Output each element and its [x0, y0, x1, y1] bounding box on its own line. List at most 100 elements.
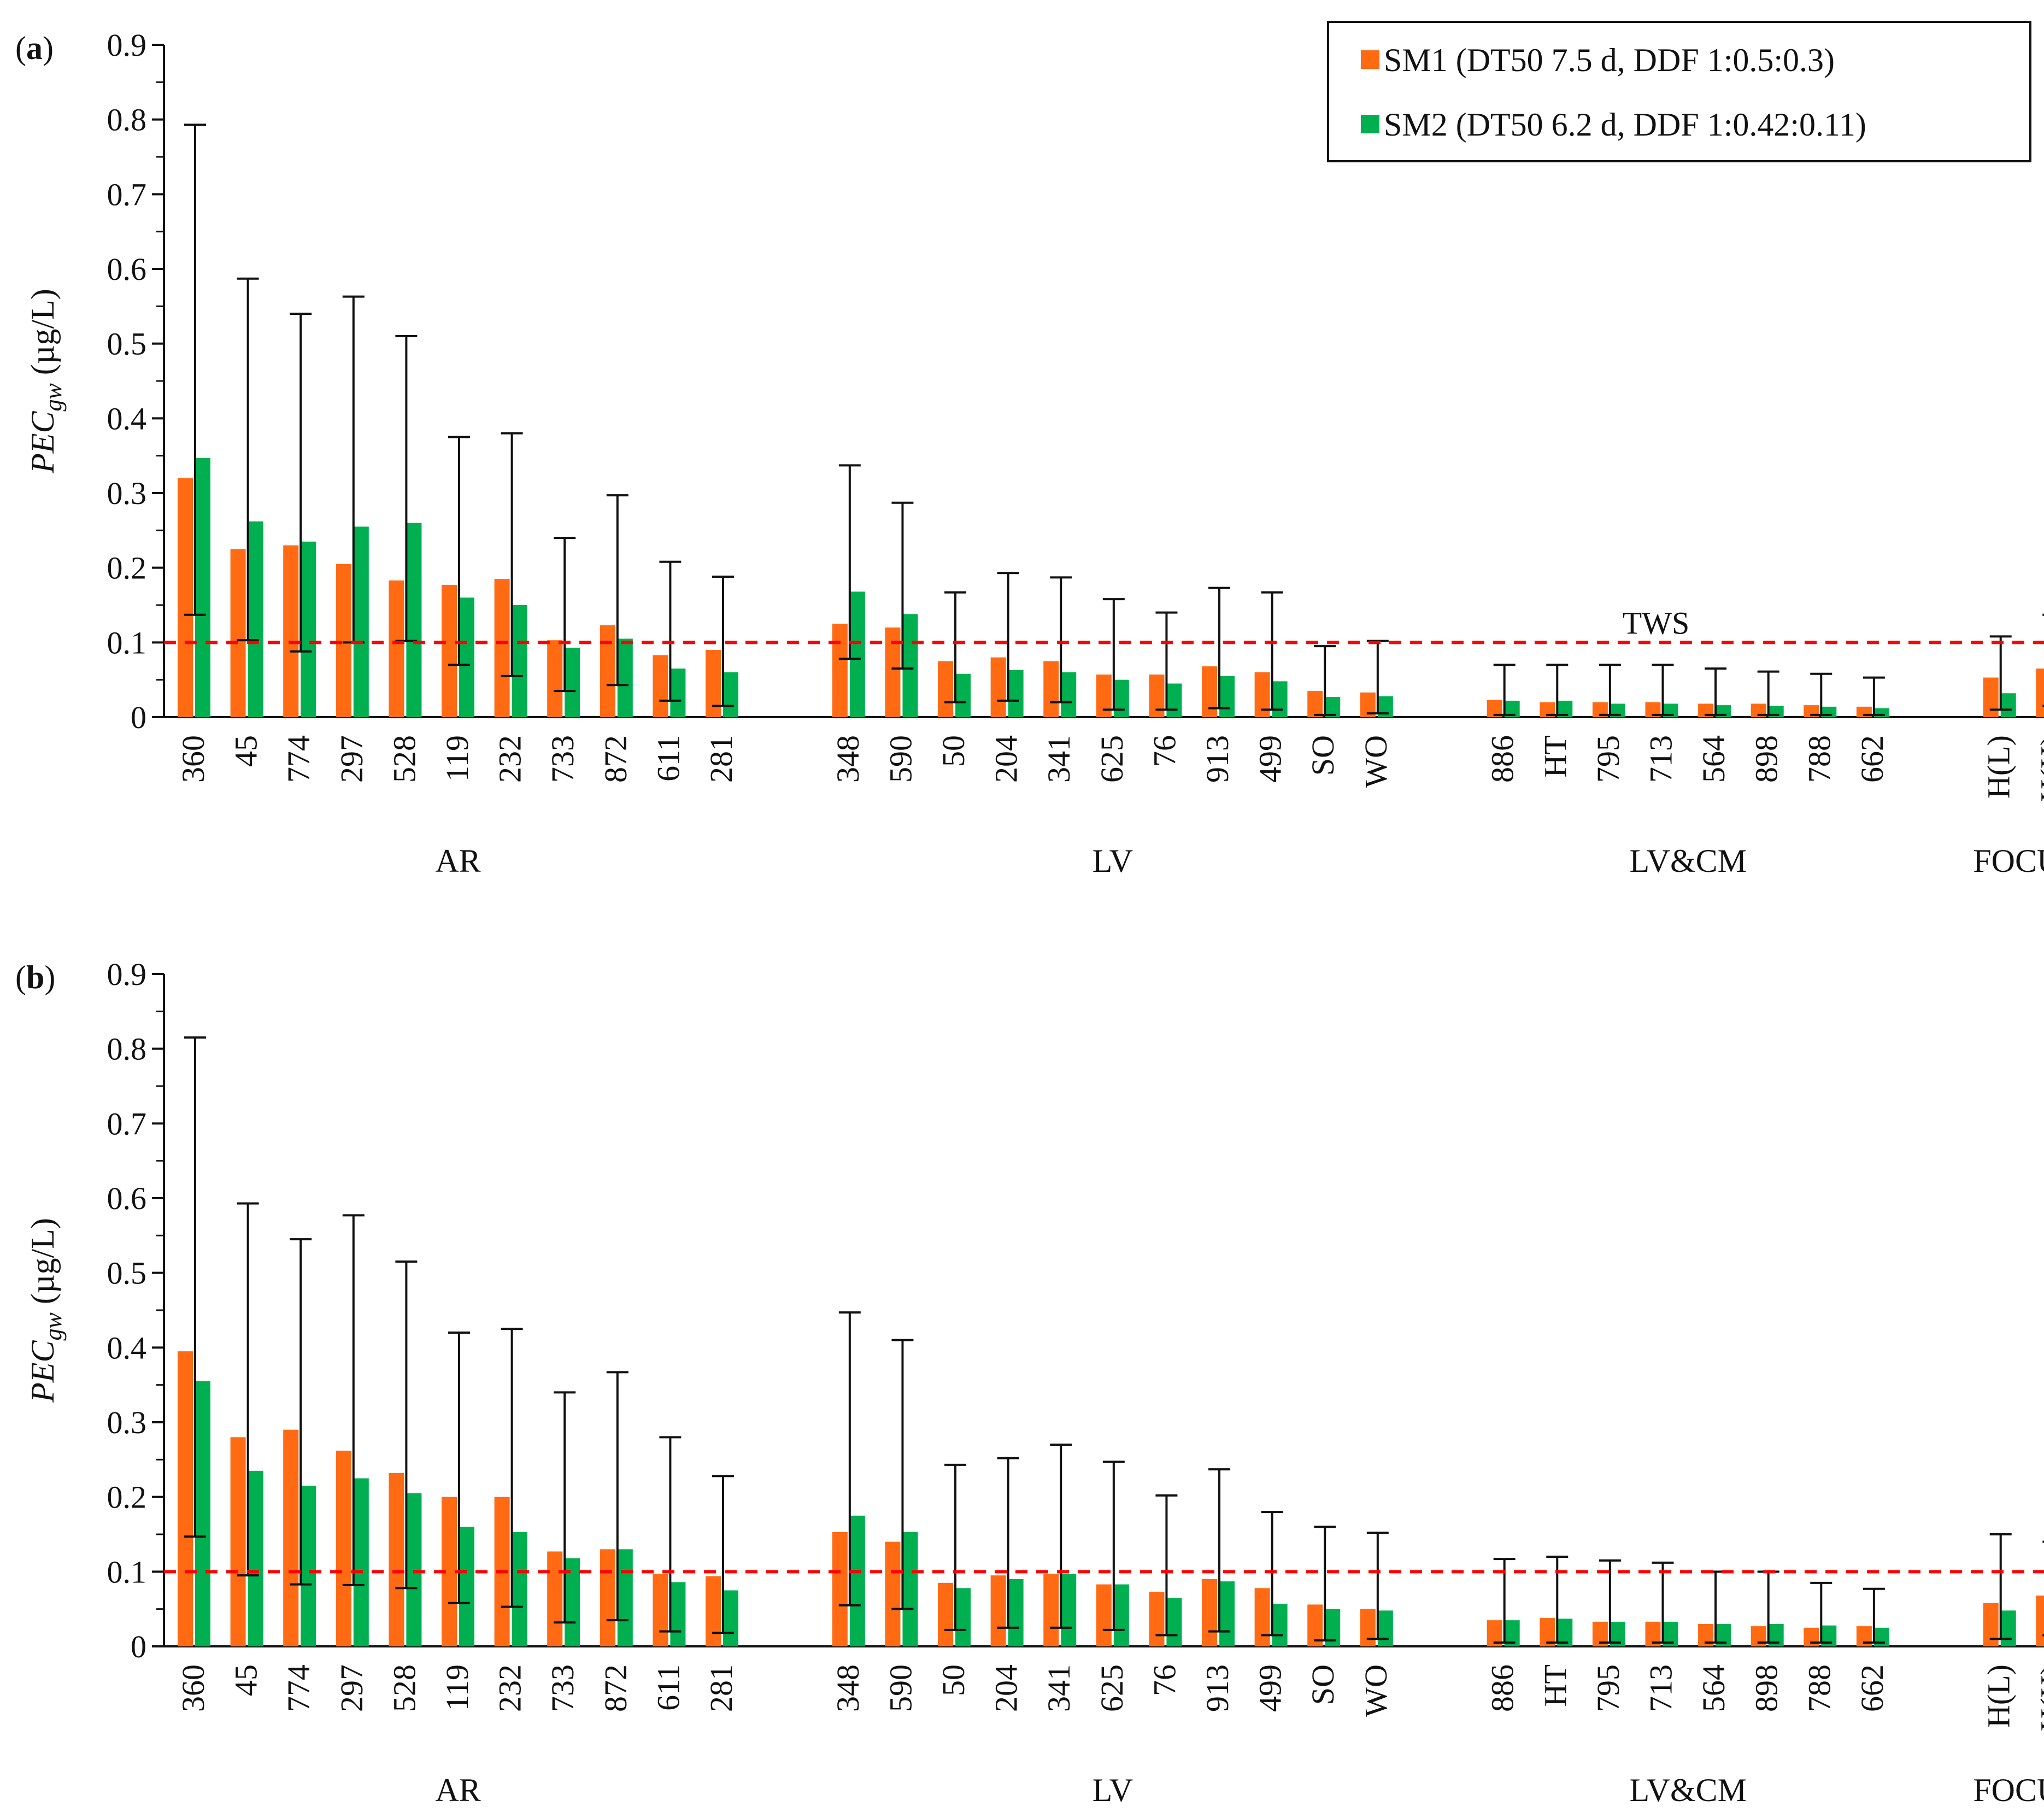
- bar-sm2: [512, 605, 527, 717]
- x-tick-label: 297: [334, 1664, 369, 1712]
- x-tick-label: 499: [1253, 1664, 1288, 1712]
- x-tick-label: 886: [1485, 735, 1520, 783]
- bar-sm2: [670, 1582, 686, 1646]
- bar-sm2: [1325, 697, 1341, 717]
- bar-sm2: [512, 1532, 527, 1646]
- threshold-label: TWS: [1623, 605, 1689, 641]
- bar-sm1: [990, 657, 1006, 717]
- bar-sm1: [885, 1541, 901, 1646]
- x-tick-label: HT: [1537, 735, 1573, 777]
- x-tick-label: 232: [492, 1664, 528, 1712]
- x-tick-label: 788: [1801, 735, 1837, 783]
- bar-sm2: [1113, 1584, 1129, 1646]
- panel-label-letter: a: [26, 30, 43, 66]
- x-tick-label: 795: [1590, 1664, 1626, 1712]
- bar-sm1: [1202, 1579, 1218, 1646]
- bar-sm2: [301, 1486, 316, 1646]
- y-tick-label: 0.2: [107, 1480, 147, 1515]
- x-tick-label: 872: [598, 1664, 633, 1712]
- panel-label-close: ): [43, 30, 54, 66]
- y-tick-label: 0.9: [107, 27, 147, 63]
- x-tick-label: 76: [1147, 1664, 1182, 1696]
- bar-sm2: [902, 1532, 918, 1646]
- y-tick-label: 0.3: [107, 476, 147, 511]
- x-tick-label: 564: [1696, 1664, 1731, 1712]
- x-tick-label: 611: [650, 1664, 686, 1711]
- bar-sm2: [459, 1527, 474, 1646]
- x-tick-label: 281: [703, 735, 739, 783]
- x-tick-label: 733: [545, 735, 580, 783]
- x-tick-label: 774: [281, 735, 316, 783]
- y-axis-label-main: PEC: [25, 1340, 61, 1403]
- bar-sm1: [547, 1551, 563, 1646]
- y-tick-label: 0.5: [107, 1256, 147, 1291]
- x-tick-label: 204: [989, 1664, 1024, 1712]
- group-label: AR: [435, 843, 480, 879]
- y-tick-label: 0.3: [107, 1405, 147, 1440]
- x-tick-label: WO: [1358, 735, 1394, 788]
- bar-sm2: [301, 541, 316, 717]
- y-axis-label: PECgw (µg/L): [25, 289, 67, 474]
- x-tick-label: 713: [1643, 1664, 1678, 1712]
- bar-sm2: [955, 673, 971, 717]
- bar-sm2: [955, 1588, 971, 1646]
- bar-sm1: [389, 1473, 404, 1646]
- panel-label-letter: b: [26, 959, 44, 995]
- y-tick-label: 0.6: [107, 1181, 147, 1216]
- bar-sm2: [849, 1515, 865, 1646]
- x-tick-label: 733: [545, 1664, 580, 1712]
- x-tick-label: 913: [1200, 1664, 1235, 1712]
- bar-sm2: [670, 668, 686, 717]
- group-label: FOCUS: [1973, 843, 2044, 879]
- bar-sm1: [230, 1437, 246, 1646]
- group-label: FOCUS: [1973, 1772, 2044, 1808]
- y-tick-label: 0.1: [107, 1554, 147, 1590]
- bar-sm2: [406, 1493, 422, 1646]
- bar-sm1: [2036, 1596, 2044, 1646]
- bar-sm2: [1219, 1581, 1235, 1646]
- x-tick-label: 795: [1590, 735, 1626, 783]
- bar-sm1: [706, 650, 721, 717]
- bar-sm2: [353, 1478, 369, 1646]
- x-tick-label: 913: [1200, 735, 1235, 783]
- bar-sm2: [617, 1549, 633, 1646]
- bar-sm1: [1202, 666, 1218, 717]
- x-tick-label: 50: [936, 735, 971, 767]
- bar-sm1: [938, 661, 954, 717]
- x-tick-label: 898: [1749, 1664, 1784, 1712]
- x-tick-label: 76: [1147, 735, 1182, 767]
- x-tick-label: 119: [439, 1664, 475, 1711]
- x-tick-label: 119: [439, 735, 475, 782]
- bar-sm2: [1008, 1579, 1024, 1646]
- x-tick-label: 625: [1094, 735, 1130, 783]
- y-axis-label-sub: gw: [40, 1312, 67, 1340]
- bar-sm1: [653, 655, 668, 717]
- group-label: LV&CM: [1630, 1772, 1747, 1808]
- bar-sm2: [1272, 681, 1288, 717]
- bar-sm2: [2000, 693, 2016, 717]
- bar-sm1: [389, 580, 404, 717]
- x-tick-label: 360: [175, 735, 211, 783]
- bar-sm2: [1219, 676, 1235, 717]
- x-tick-label: 341: [1041, 735, 1077, 783]
- bar-sm2: [1008, 670, 1024, 717]
- bar-sm2: [1061, 672, 1077, 717]
- bar-sm2: [723, 1590, 738, 1646]
- x-tick-label: 45: [228, 735, 264, 767]
- legend-label-sm2: SM2 (DT50 6.2 d, DDF 1:0.42:0.11): [1384, 107, 1866, 143]
- bar-sm2: [902, 614, 918, 717]
- x-tick-label: 528: [386, 735, 422, 783]
- bar-sm2: [248, 521, 263, 717]
- bar-sm2: [617, 638, 633, 717]
- bar-sm2: [1272, 1604, 1288, 1646]
- y-axis-label-main: PEC: [25, 410, 61, 473]
- bar-sm1: [283, 1429, 299, 1646]
- x-tick-label: 297: [334, 735, 369, 783]
- x-tick-label: 625: [1094, 1664, 1130, 1712]
- y-tick-label: 0.2: [107, 550, 147, 586]
- bar-sm1: [2036, 668, 2044, 717]
- y-tick-label: 0.7: [107, 177, 147, 212]
- y-tick-label: 0.4: [107, 1330, 147, 1365]
- bar-sm2: [195, 1381, 210, 1646]
